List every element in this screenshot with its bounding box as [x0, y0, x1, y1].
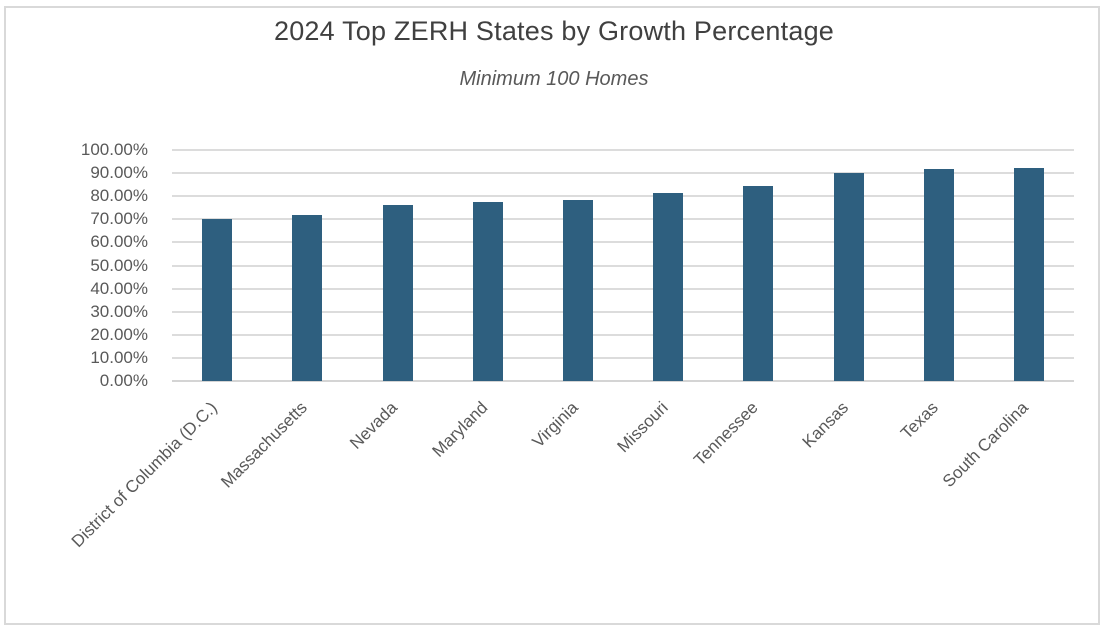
y-tick-label: 40.00%	[90, 278, 148, 298]
plot-area	[172, 149, 1074, 382]
bar-kansas[interactable]	[833, 173, 864, 381]
x-category-label-text: Virginia	[528, 398, 582, 452]
y-tick-label: 90.00%	[90, 163, 148, 183]
y-tick-label: 0.00%	[99, 371, 148, 390]
y-tick-label: 50.00%	[90, 255, 148, 275]
chart-frame	[4, 6, 1100, 625]
y-tick-label: 20.00%	[90, 324, 148, 344]
gridline	[172, 149, 1074, 151]
y-tick-label: 100.00%	[80, 140, 148, 159]
y-tick-label: 70.00%	[90, 209, 148, 229]
x-category-label-text: Tennessee	[690, 398, 762, 470]
y-tick-label: 10.00%	[90, 347, 148, 367]
x-category-label-text: Texas	[897, 398, 943, 443]
bar-nevada[interactable]	[382, 204, 413, 381]
x-category-label-text: Kansas	[798, 398, 852, 452]
y-tick-label: 60.00%	[90, 232, 148, 252]
bar-maryland[interactable]	[472, 202, 503, 381]
gridline	[172, 241, 1074, 244]
gridline	[172, 356, 1074, 359]
gridline	[172, 172, 1074, 175]
x-category-label-text: Missouri	[613, 398, 672, 457]
x-category-label-text: Nevada	[346, 398, 401, 453]
x-axis: District of Columbia (D.C.) Massachusetts…	[0, 381, 1108, 634]
gridline	[172, 264, 1074, 267]
gridline	[172, 218, 1074, 221]
chart-subtitle: Minimum 100 Homes	[459, 68, 649, 90]
gridline	[172, 333, 1074, 336]
bar-texas[interactable]	[923, 168, 954, 381]
gridline	[172, 195, 1074, 198]
y-tick-label: 30.00%	[90, 301, 148, 321]
y-axis: 0.00% 10.00% 20.00% 30.00% 40.00% 50.00% 60.00…	[0, 140, 148, 390]
bar-missouri[interactable]	[653, 192, 684, 381]
x-category-label-text: South Carolina	[939, 398, 1033, 491]
bar-massachusetts[interactable]	[292, 215, 323, 381]
gridline	[172, 310, 1074, 313]
x-category-label-text: Maryland	[428, 398, 492, 461]
x-category-label-text: Massachusetts	[217, 398, 311, 492]
x-category-label-text: District of Columbia (D.C.)	[67, 398, 221, 552]
chart-title: 2024 Top ZERH States by Growth Percentag…	[274, 16, 834, 46]
x-axis-line	[172, 380, 1074, 382]
bar-south-carolina[interactable]	[1013, 167, 1044, 381]
gridline	[172, 287, 1074, 290]
bar-district-of-columbia-d-c[interactable]	[202, 219, 233, 381]
y-tick-label: 80.00%	[90, 186, 148, 206]
bar-tennessee[interactable]	[743, 186, 774, 381]
bar-virginia[interactable]	[562, 199, 593, 381]
